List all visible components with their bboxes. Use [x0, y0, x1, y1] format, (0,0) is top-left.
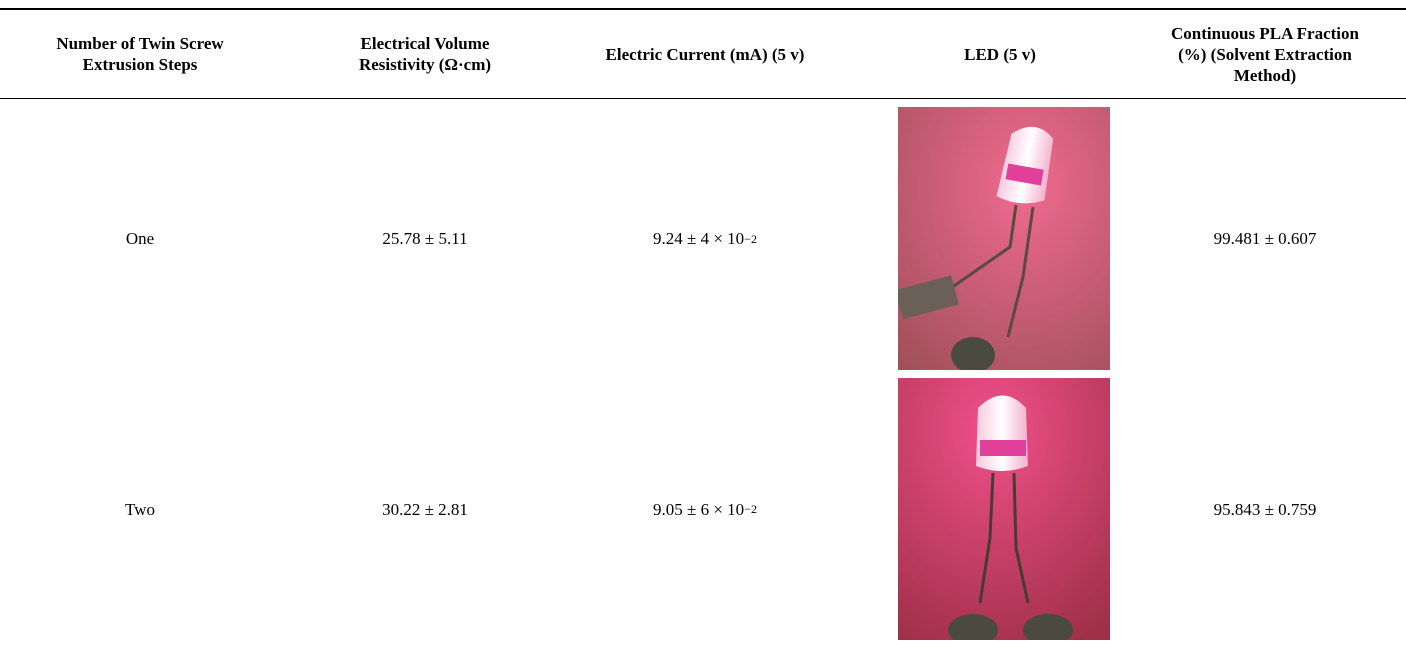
cell-text: 9.24 ± 4 × 10 — [653, 229, 745, 248]
row-label: One — [125, 229, 155, 248]
header-rule — [0, 98, 1406, 99]
led-photo — [898, 107, 1110, 370]
cell: 9.05 ± 6 × 10 −2 — [653, 499, 757, 519]
cell: 25.78 ± 5.11 — [382, 229, 468, 248]
header-cell: Continuous PLA Fraction (%) (Solvent Ext… — [1171, 23, 1359, 85]
header-cell: LED (5 v) — [964, 44, 1036, 64]
cell-text: 9.05 ± 6 × 10 — [653, 499, 745, 519]
row-label: Two — [125, 499, 155, 519]
cell: 95.843 ± 0.759 — [1213, 499, 1317, 519]
led-photo — [898, 378, 1110, 640]
header-cell: Number of Twin Screw Extrusion Steps — [56, 34, 224, 74]
cell: 99.481 ± 0.607 — [1213, 229, 1317, 248]
cell: 30.22 ± 2.81 — [382, 499, 468, 519]
top-rule — [0, 8, 1406, 10]
header-cell: Electrical Volume Resistivity (Ω·cm) — [358, 34, 492, 74]
cell: 9.24 ± 4 × 10 −2 — [653, 229, 757, 248]
header-cell: Electric Current (mA) (5 v) — [605, 44, 805, 64]
